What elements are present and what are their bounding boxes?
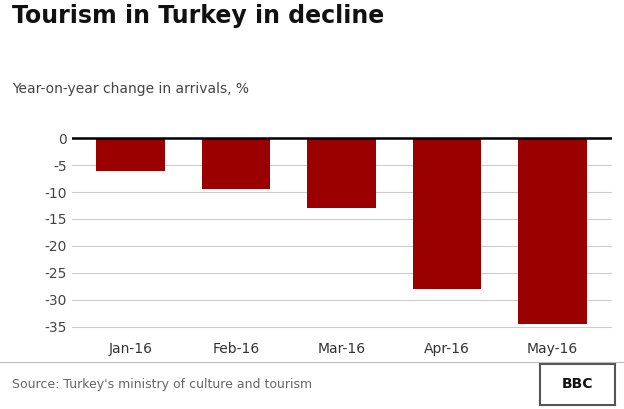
Text: Year-on-year change in arrivals, %: Year-on-year change in arrivals, % [12,82,250,96]
Bar [308,138,376,208]
Bar [519,138,587,324]
Text: Tourism in Turkey in decline: Tourism in Turkey in decline [12,4,385,28]
Text: BBC: BBC [562,378,593,391]
Bar [202,138,270,189]
Bar [413,138,482,289]
Text: Source: Turkey's ministry of culture and tourism: Source: Turkey's ministry of culture and… [12,378,313,391]
Bar [96,138,165,171]
